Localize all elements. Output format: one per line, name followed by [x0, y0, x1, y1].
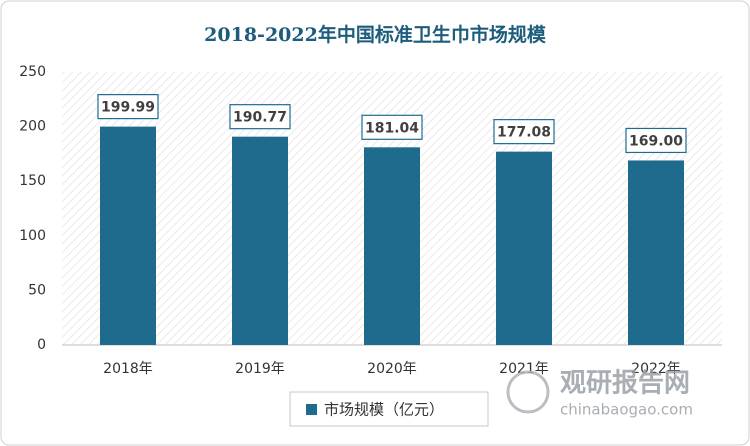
bar [364, 147, 420, 345]
value-label: 177.08 [497, 125, 551, 141]
legend-box [289, 391, 489, 427]
y-tick-label: 150 [19, 173, 46, 189]
bar [232, 136, 288, 345]
value-label: 199.99 [101, 100, 155, 116]
chart-title: 2018-2022年中国标准卫生巾市场规模 [204, 23, 547, 46]
watermark-logo [506, 370, 550, 414]
value-label-box [625, 127, 687, 154]
watermark: 观研报告网 chinabaogao.com [506, 368, 693, 419]
x-tick-label: 2022年 [631, 361, 681, 377]
watermark-site: chinabaogao.com [560, 401, 693, 419]
value-label-box [361, 114, 423, 140]
watermark-brand: 观研报告网 [560, 368, 690, 399]
x-tick-label: 2019年 [235, 361, 285, 377]
value-label-box [493, 119, 555, 145]
value-label: 169.00 [629, 133, 683, 149]
y-tick-label: 250 [19, 64, 46, 80]
bar [496, 151, 552, 345]
y-tick-label: 50 [28, 282, 46, 298]
y-tick-label: 100 [19, 228, 46, 244]
bar [100, 126, 156, 345]
x-tick-label: 2018年 [103, 361, 153, 377]
value-label-box [97, 94, 159, 120]
value-label-box [229, 104, 291, 130]
bar [628, 160, 684, 345]
x-tick-label: 2020年 [367, 361, 417, 377]
y-tick-label: 0 [37, 337, 46, 353]
legend-label: 市场规模（亿元） [324, 401, 444, 419]
y-tick-label: 200 [19, 119, 46, 135]
x-tick-label: 2021年 [499, 361, 549, 377]
value-label: 190.77 [233, 110, 287, 126]
legend-swatch [306, 404, 317, 415]
plot: 0 50 100 150 200 250 2018年 2019年 2020年 2021年 2022年… [19, 64, 722, 377]
value-label: 181.04 [365, 120, 419, 136]
